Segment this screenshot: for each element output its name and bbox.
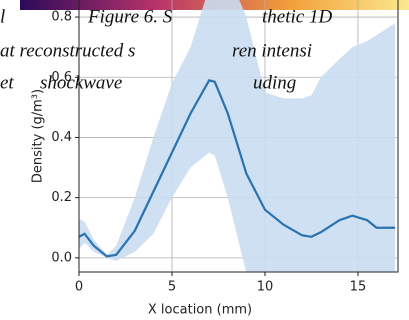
y-tick-label: 0.4 <box>51 130 72 145</box>
chart: X location (mm) Density (g/m³) l Figure 6… <box>0 0 409 320</box>
y-tick-label: 0.0 <box>51 250 72 265</box>
caption-fragment: et <box>0 72 14 93</box>
caption-fragment: ren intensi <box>232 40 312 61</box>
x-tick-label: 5 <box>168 280 176 295</box>
x-tick-label: 10 <box>257 280 274 295</box>
caption-fragment: l <box>0 6 5 27</box>
y-tick-label: 0.2 <box>51 190 72 205</box>
x-tick-label: 15 <box>350 280 367 295</box>
y-tick-label: 0.6 <box>51 70 72 85</box>
caption-fragment: Figure 6. S <box>87 6 173 27</box>
y-tick-label: 0.8 <box>51 10 72 25</box>
x-tick-label: 0 <box>75 280 83 295</box>
caption-fragment: uding <box>253 72 296 93</box>
caption-fragment: thetic 1D <box>262 6 332 27</box>
caption-fragment: at reconstructed s <box>0 40 135 61</box>
y-axis-label: Density (g/m³) <box>31 89 46 183</box>
x-axis-label: X location (mm) <box>148 303 252 318</box>
